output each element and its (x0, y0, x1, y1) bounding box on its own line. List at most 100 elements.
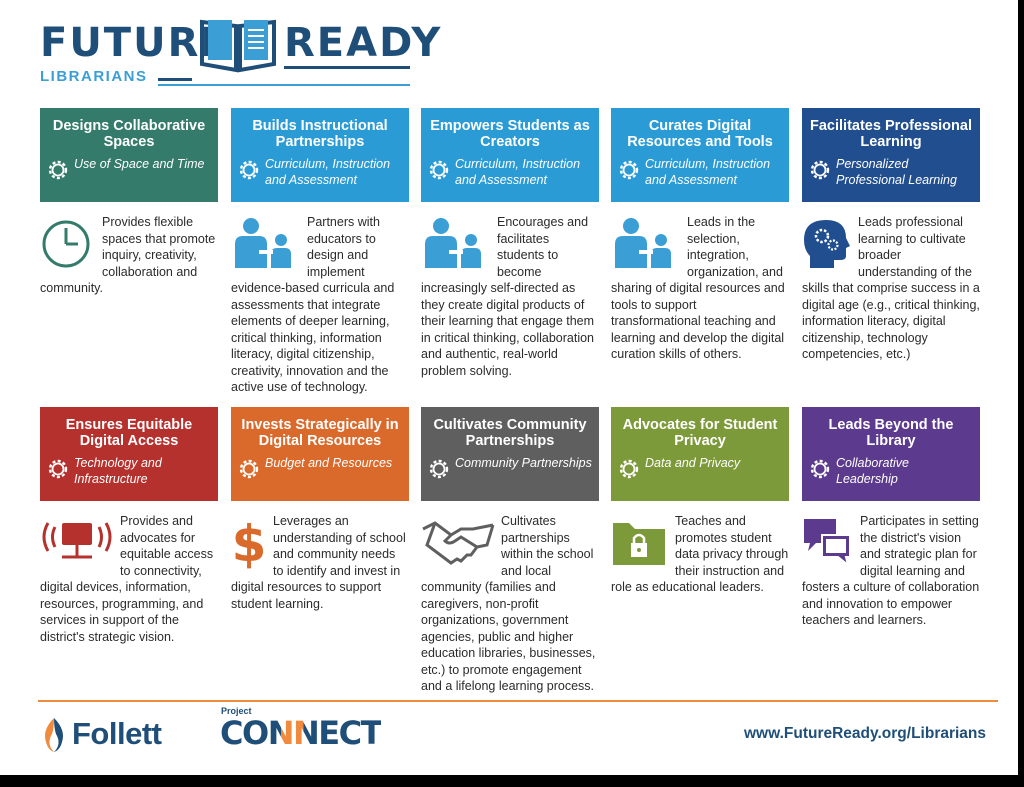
card-title: Designs Collaborative Spaces (52, 118, 206, 150)
card-description: Leverages an understanding of school and… (231, 514, 406, 611)
gear-icon (810, 160, 830, 180)
chat-bubbles-icon (802, 515, 854, 569)
gear-icon (429, 459, 449, 479)
card-title: Builds Instructional Partnerships (252, 118, 388, 150)
teacher-student-icon (611, 216, 681, 270)
infographic-page: FUTURE READY LIBRARIANS Designs Collabor… (0, 0, 1018, 775)
card-subtitle-row: Use of Space and Time (46, 156, 212, 182)
card-subtitle: Community Partnerships (455, 456, 592, 470)
card-header: Cultivates Community Partnerships Commun… (421, 407, 599, 501)
card-subtitle: Collaborative Leadership (836, 456, 909, 486)
card-facilitates-professional-learning: Facilitates Professional Learning Person… (802, 108, 980, 363)
card-body: Provides and advocates for equitable acc… (40, 501, 218, 645)
card-header: Builds Instructional Partnerships Curric… (231, 108, 409, 202)
gear-icon (429, 160, 449, 180)
gear-icon (239, 459, 259, 479)
follett-wordmark: Follett (72, 716, 162, 751)
card-description: Cultivates partnerships within the schoo… (421, 514, 596, 693)
logo-word-ready: READY (284, 20, 443, 66)
card-subtitle-row: Technology and Infrastructure (46, 455, 212, 487)
card-subtitle: Curriculum, Instruction and Assessment (455, 157, 581, 187)
logo-underline-left (158, 78, 192, 81)
card-header: Advocates for Student Privacy Data and P… (611, 407, 789, 501)
card-cultivates-community-partnerships: Cultivates Community Partnerships Commun… (421, 407, 599, 695)
card-empowers-students-as-creators: Empowers Students as Creators Curriculum… (421, 108, 599, 379)
card-description: Participates in setting the district's v… (802, 514, 980, 627)
card-body: Cultivates partnerships within the schoo… (421, 501, 599, 695)
card-body: Partners with educators to design and im… (231, 202, 409, 396)
card-subtitle-row: Curriculum, Instruction and Assessment (427, 156, 593, 188)
card-body: Provides flexible spaces that promote in… (40, 202, 218, 297)
card-title: Facilitates Professional Learning (810, 118, 972, 150)
card-subtitle-row: Personalized Professional Learning (808, 156, 974, 188)
card-subtitle: Personalized Professional Learning (836, 157, 957, 187)
card-curates-digital-resources: Curates Digital Resources and Tools Curr… (611, 108, 789, 363)
card-description: Provides and advocates for equitable acc… (40, 514, 214, 644)
card-body: Participates in setting the district's v… (802, 501, 980, 629)
card-subtitle-row: Community Partnerships (427, 455, 593, 481)
card-leads-beyond-the-library: Leads Beyond the Library Collaborative L… (802, 407, 980, 629)
website-link[interactable]: www.FutureReady.org/Librarians (744, 725, 987, 742)
card-invests-strategically: Invests Strategically in Digital Resourc… (231, 407, 409, 612)
card-subtitle: Curriculum, Instruction and Assessment (265, 157, 391, 187)
logo-underline-right (284, 66, 410, 69)
card-advocates-for-student-privacy: Advocates for Student Privacy Data and P… (611, 407, 789, 596)
card-header: Ensures Equitable Digital Access Technol… (40, 407, 218, 501)
card-subtitle: Technology and Infrastructure (74, 456, 162, 486)
network-icon (40, 515, 114, 569)
card-header: Leads Beyond the Library Collaborative L… (802, 407, 980, 501)
gear-icon (48, 459, 68, 479)
card-subtitle: Budget and Resources (265, 456, 393, 470)
card-description: Teaches and promotes student data privac… (611, 514, 789, 594)
card-body: Leads in the selection, integration, org… (611, 202, 789, 363)
card-subtitle-row: Curriculum, Instruction and Assessment (617, 156, 783, 188)
card-body: Encourages and facilitates students to b… (421, 202, 599, 379)
open-book-icon (200, 19, 276, 73)
svg-text:$: $ (232, 515, 267, 569)
locked-folder-icon (611, 515, 669, 569)
card-title: Leads Beyond the Library (828, 417, 954, 449)
card-description: Leads in the selection, integration, org… (611, 215, 785, 361)
connect-wordmark: CONNECT (220, 714, 382, 752)
card-title: Empowers Students as Creators (430, 118, 590, 150)
project-connect-logo: Project CONNECT (220, 706, 382, 752)
card-header: Facilitates Professional Learning Person… (802, 108, 980, 202)
gear-icon (48, 160, 68, 180)
card-subtitle: Curriculum, Instruction and Assessment (645, 157, 771, 187)
card-subtitle-row: Data and Privacy (617, 455, 783, 481)
card-description: Provides flexible spaces that promote in… (40, 215, 216, 295)
card-designs-collaborative-spaces: Designs Collaborative Spaces Use of Spac… (40, 108, 218, 297)
card-title: Advocates for Student Privacy (622, 417, 778, 449)
card-ensures-equitable-digital-access: Ensures Equitable Digital Access Technol… (40, 407, 218, 645)
card-header: Curates Digital Resources and Tools Curr… (611, 108, 789, 202)
head-gears-icon (802, 216, 852, 270)
card-title: Curates Digital Resources and Tools (627, 118, 773, 150)
gear-icon (810, 459, 830, 479)
card-title: Cultivates Community Partnerships (433, 417, 587, 449)
card-subtitle: Data and Privacy (645, 456, 741, 470)
logo-underline-bottom (158, 84, 410, 86)
gear-icon (619, 459, 639, 479)
card-body: Teaches and promotes student data privac… (611, 501, 789, 596)
handshake-icon (421, 515, 495, 569)
card-subtitle-row: Budget and Resources (237, 455, 403, 481)
card-subtitle-row: Collaborative Leadership (808, 455, 974, 487)
footer-divider (38, 700, 998, 702)
card-subtitle: Use of Space and Time (74, 157, 205, 171)
card-header: Empowers Students as Creators Curriculum… (421, 108, 599, 202)
clock-icon (40, 216, 96, 270)
card-body: $ Leverages an understanding of school a… (231, 501, 409, 612)
card-description: Leads professional learning to cultivate… (802, 215, 980, 361)
logo-word-future: FUTURE (40, 20, 230, 66)
card-title: Ensures Equitable Digital Access (65, 417, 193, 449)
follett-flame-icon (45, 718, 63, 752)
project-label: Project (221, 706, 252, 716)
card-header: Invests Strategically in Digital Resourc… (231, 407, 409, 501)
teacher-student-icon (231, 216, 301, 270)
card-subtitle-row: Curriculum, Instruction and Assessment (237, 156, 403, 188)
card-description: Partners with educators to design and im… (231, 215, 395, 394)
card-builds-instructional-partnerships: Builds Instructional Partnerships Curric… (231, 108, 409, 396)
future-ready-logo: FUTURE READY LIBRARIANS (40, 14, 440, 86)
card-title: Invests Strategically in Digital Resourc… (241, 417, 399, 449)
card-body: Leads professional learning to cultivate… (802, 202, 980, 363)
